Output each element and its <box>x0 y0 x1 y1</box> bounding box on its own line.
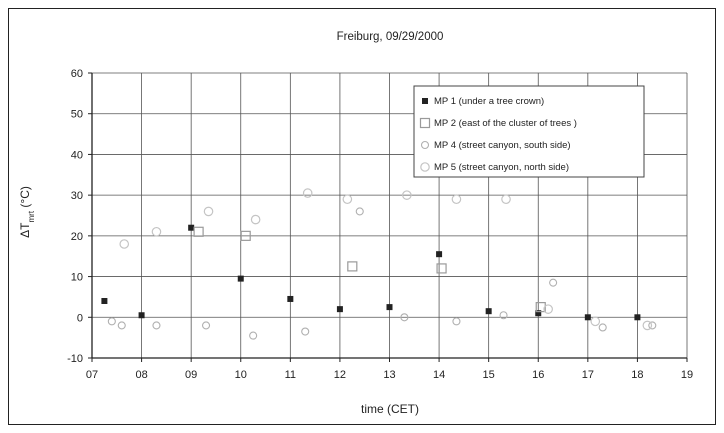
x-tick-label: 08 <box>135 369 147 381</box>
y-axis-label-subscript: mrt <box>27 210 36 222</box>
mp4-point <box>249 331 258 340</box>
mp5-legend-marker <box>420 162 430 172</box>
data-points <box>101 188 657 340</box>
y-tick-label: 60 <box>71 68 83 80</box>
mp5-point <box>402 190 412 200</box>
mp1-point <box>485 308 492 315</box>
mp4-point <box>355 207 364 216</box>
mp1-legend-marker <box>422 98 428 104</box>
mp4-point <box>301 327 310 336</box>
mp1-point <box>336 306 343 313</box>
mp2-legend-marker <box>419 117 431 129</box>
x-tick-label: 15 <box>483 369 495 381</box>
x-tick-label: 16 <box>532 369 544 381</box>
mp4-point <box>152 321 161 330</box>
mp5-point <box>342 194 353 205</box>
mp4-point <box>598 323 607 332</box>
mp4-legend-marker <box>420 140 430 150</box>
mp5-point <box>642 320 653 331</box>
x-tick-label: 09 <box>185 369 197 381</box>
x-tick-label: 13 <box>383 369 395 381</box>
legend-entry-mp2: MP 2 (east of the cluster of trees ) <box>434 118 577 129</box>
mp1-point <box>535 310 542 317</box>
y-tick-label: 40 <box>71 149 83 161</box>
x-tick-label: 07 <box>86 369 98 381</box>
y-tick-label: 30 <box>71 190 83 202</box>
chart-title: Freiburg, 09/29/2000 <box>337 31 444 43</box>
mp4-point <box>549 278 558 287</box>
y-tick-label: 50 <box>71 109 83 121</box>
mp5-point <box>590 316 601 327</box>
axes <box>88 72 688 362</box>
mp2-point <box>240 230 251 241</box>
mp5-point <box>203 206 214 217</box>
y-tick-label: 0 <box>77 312 83 324</box>
mp5-point <box>451 194 462 205</box>
mp5-point <box>250 214 261 225</box>
x-axis-label: time (CET) <box>361 402 419 416</box>
mp5-point <box>501 194 511 205</box>
mp1-point <box>386 304 393 311</box>
mp2-point <box>347 261 358 272</box>
x-tick-labels: 07 08 09 10 11 12 13 14 15 16 17 18 19 <box>86 369 693 381</box>
x-tick-label: 10 <box>235 369 247 381</box>
mp4-point <box>117 321 126 330</box>
chart-frame <box>8 8 716 425</box>
x-tick-label: 11 <box>285 369 296 381</box>
mp4-point <box>452 317 461 326</box>
mp2-point <box>436 263 447 274</box>
mp1-point <box>188 224 195 231</box>
mp4-point <box>499 311 508 320</box>
x-tick-label: 19 <box>681 369 693 381</box>
mp5-point <box>543 304 553 314</box>
x-tick-label: 12 <box>334 369 346 381</box>
y-axis-label-unit: (°C) <box>18 186 32 211</box>
mp1-point <box>138 312 145 319</box>
mp5-point <box>151 226 162 237</box>
y-tick-label: 10 <box>71 272 83 284</box>
mp2-point <box>535 302 546 313</box>
legend-box <box>413 85 645 178</box>
legend: MP 1 (under a tree crown) MP 2 (east of … <box>413 85 645 178</box>
x-tick-label: 14 <box>433 369 445 381</box>
y-axis-label: ΔTmrt (°C) <box>18 186 36 238</box>
x-tick-label: 17 <box>582 369 594 381</box>
mp5-point <box>302 188 313 198</box>
legend-markers <box>419 98 431 172</box>
y-tick-label: -10 <box>67 353 83 365</box>
mp1-point <box>237 275 244 282</box>
mp1-point <box>634 314 641 321</box>
legend-entry-mp5: MP 5 (street canyon, north side) <box>434 162 569 173</box>
mp4-point <box>400 313 409 322</box>
mp1-point <box>436 251 443 258</box>
legend-entry-mp1: MP 1 (under a tree crown) <box>434 96 544 107</box>
mp5-point <box>119 239 130 249</box>
mp4-point <box>107 317 116 326</box>
legend-entry-mp4: MP 4 (street canyon, south side) <box>434 140 571 151</box>
mp1-point <box>101 298 108 304</box>
x-tick-label: 18 <box>631 369 643 381</box>
mp1-point <box>287 295 294 302</box>
y-tick-labels: -10 0 10 20 30 40 50 60 <box>67 68 83 365</box>
y-axis-label-symbol: ΔT <box>18 222 32 238</box>
mp4-point <box>648 321 657 330</box>
mp1-point <box>584 314 591 321</box>
y-tick-label: 20 <box>71 231 83 243</box>
mp2-point <box>193 226 204 237</box>
mp4-point <box>201 321 211 330</box>
